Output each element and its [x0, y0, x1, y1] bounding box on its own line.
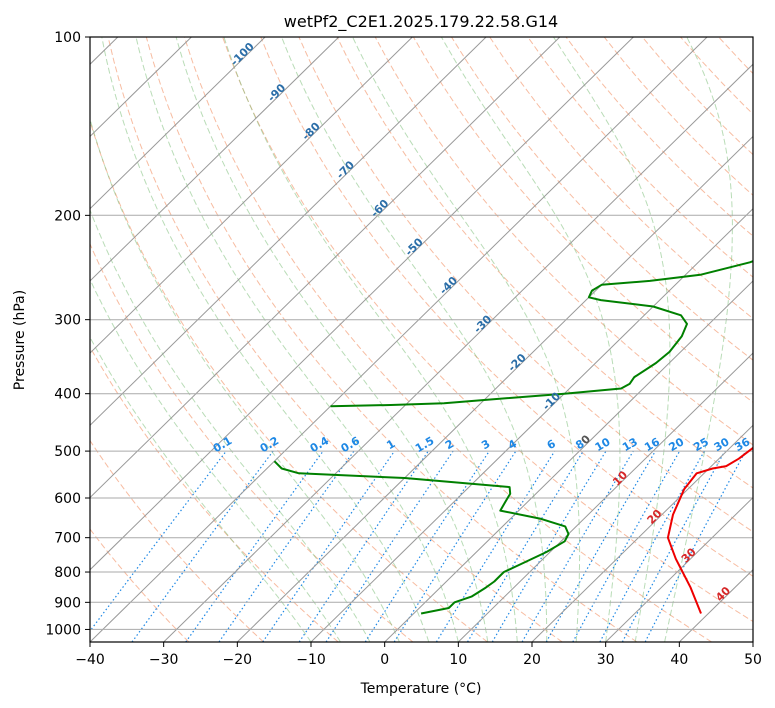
mixing-ratio-line	[298, 450, 429, 642]
isotherm	[90, 37, 634, 571]
x-tick-label: −20	[223, 652, 253, 668]
y-tick-label: 700	[54, 531, 81, 547]
moist-adiabat	[90, 208, 371, 642]
mixing-ratio-line	[185, 450, 324, 642]
mixing-ratio-line	[131, 450, 274, 642]
background-lines	[90, 37, 753, 642]
mixing-ratio-line	[262, 450, 395, 642]
dry-adiabat	[90, 439, 264, 642]
isotherm	[236, 135, 753, 642]
y-tick-label: 200	[54, 208, 81, 224]
dry-adiabat	[90, 119, 488, 642]
moist-adiabat	[440, 37, 621, 642]
mixing-ratio-line	[599, 450, 705, 642]
grid	[90, 36, 753, 630]
isotherm	[90, 37, 708, 642]
isotherm	[310, 207, 753, 642]
mixing-ratio-line	[466, 450, 584, 642]
isotherm	[457, 352, 753, 642]
plot-frame	[89, 36, 754, 643]
moist-adiabat	[352, 37, 581, 642]
moist-adiabat	[90, 278, 341, 642]
isotherm	[90, 37, 561, 499]
mixing-ratio-line	[218, 450, 355, 642]
dry-adiabat	[90, 345, 339, 642]
y-axis: 1000 900 800 700 600 500 400 300 200 100	[45, 30, 90, 638]
x-tick-label: −40	[75, 652, 105, 668]
dry-adiabat	[90, 528, 190, 642]
x-tick-label: 10	[449, 652, 467, 668]
y-tick-label: 800	[54, 565, 81, 581]
y-tick-label: 600	[54, 491, 81, 507]
moist-adiabat	[281, 37, 548, 642]
dry-adiabat	[336, 37, 753, 489]
x-axis-title: Temperature (°C)	[360, 681, 482, 697]
mixing-ratio-line	[393, 450, 517, 642]
moist-adiabat	[664, 37, 733, 642]
mixing-ratio-line	[364, 450, 490, 642]
mixing-ratio-line	[572, 450, 681, 642]
x-tick-label: −10	[296, 652, 326, 668]
moist-adiabat	[175, 37, 489, 642]
isotherm	[90, 37, 340, 282]
x-tick-label: 0	[380, 652, 389, 668]
moist-adiabat	[101, 37, 430, 642]
y-tick-label: 1000	[45, 622, 81, 638]
moist-adiabat	[223, 37, 518, 642]
y-tick-label: 900	[54, 595, 81, 611]
dry-adiabat	[222, 37, 753, 623]
profile-line	[666, 446, 753, 614]
isotherm	[384, 280, 753, 642]
y-tick-label: 500	[54, 444, 81, 460]
dry-adiabat	[107, 37, 563, 642]
moist-adiabat	[90, 117, 400, 642]
x-tick-label: 40	[670, 652, 688, 668]
dry-adiabat	[145, 37, 638, 642]
dry-adiabat	[260, 37, 753, 577]
dry-adiabat	[298, 37, 753, 533]
isotherm	[163, 63, 753, 642]
moist-adiabat	[553, 37, 671, 642]
y-tick-label: 300	[54, 313, 81, 329]
mixing-ratio-line	[325, 450, 454, 642]
y-tick-label: 400	[54, 387, 81, 403]
dry-adiabat	[489, 37, 753, 320]
isotherm	[531, 424, 753, 642]
dry-adiabat	[374, 37, 753, 446]
isotherm	[605, 496, 753, 642]
profile-line	[330, 260, 753, 408]
x-tick-label: 30	[597, 652, 615, 668]
mixing-ratio-line	[621, 450, 726, 642]
mixing-ratio-line	[90, 450, 227, 633]
mixing-ratio-line	[435, 450, 556, 642]
isotherm	[90, 37, 413, 354]
x-tick-label: 20	[523, 652, 541, 668]
dry-adiabat	[412, 37, 753, 403]
x-axis: −40 −30 −20 −10 0 10 20 30 40 50	[75, 642, 762, 668]
y-axis-title: Pressure (hPa)	[12, 290, 28, 390]
chart-title: wetPf2_C2E1.2025.179.22.58.G14	[284, 12, 558, 32]
profiles	[273, 260, 753, 615]
profile-line	[273, 460, 570, 615]
isotherm	[90, 37, 266, 210]
isotherm	[90, 37, 487, 427]
x-tick-label: −30	[149, 652, 179, 668]
moist-adiabat	[135, 37, 459, 642]
y-tick-label: 100	[54, 30, 81, 46]
x-tick-label: 50	[744, 652, 762, 668]
